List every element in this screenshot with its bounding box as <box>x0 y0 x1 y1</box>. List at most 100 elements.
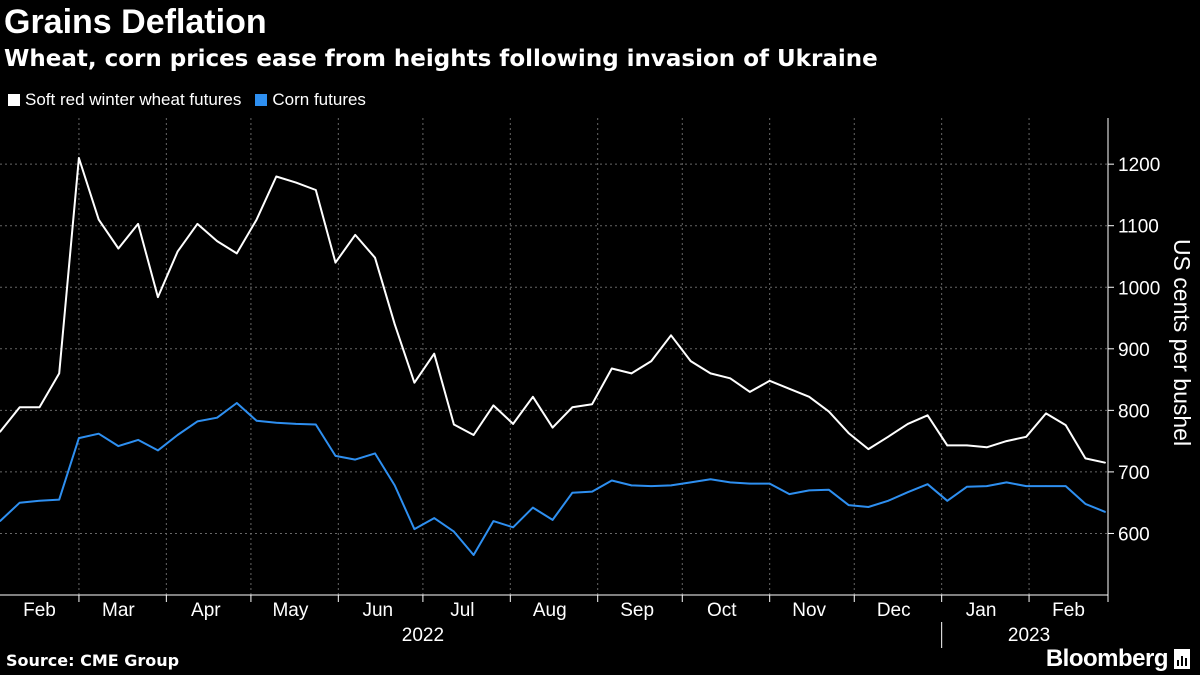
data-point-corn-54 <box>1064 485 1067 487</box>
data-point-wheat-31 <box>610 367 613 370</box>
data-point-wheat-9 <box>176 250 179 253</box>
legend-swatch-corn <box>255 94 268 106</box>
data-point-wheat-54 <box>1064 424 1067 426</box>
data-point-wheat-18 <box>354 234 357 236</box>
data-point-wheat-55 <box>1084 457 1087 460</box>
x-tick-label-3: May <box>272 600 308 621</box>
data-point-wheat-1 <box>18 406 21 409</box>
data-point-wheat-13 <box>255 218 258 221</box>
data-point-wheat-2 <box>38 406 41 409</box>
x-tick-label-10: Dec <box>877 600 911 621</box>
data-point-wheat-17 <box>334 261 337 264</box>
year-label-2022: 2022 <box>402 625 444 646</box>
legend-label-wheat: Soft red winter wheat futures <box>25 90 242 109</box>
data-point-corn-27 <box>532 506 534 509</box>
data-point-wheat-39 <box>768 380 771 382</box>
data-point-corn-47 <box>926 483 929 486</box>
bloomberg-logo: Bloomberg <box>1046 645 1190 673</box>
x-tick-label-11: Jan <box>966 600 997 621</box>
data-point-corn-30 <box>591 490 593 493</box>
data-point-wheat-27 <box>532 396 534 398</box>
data-point-wheat-28 <box>551 426 554 429</box>
data-point-corn-46 <box>907 491 909 494</box>
data-point-wheat-20 <box>393 323 396 325</box>
x-tick-label-0: Feb <box>23 600 56 621</box>
data-point-wheat-48 <box>946 444 949 447</box>
y-tick-label-1000: 1000 <box>1118 278 1160 299</box>
data-point-wheat-42 <box>828 410 830 413</box>
data-point-corn-31 <box>610 479 613 482</box>
data-point-wheat-29 <box>571 406 574 409</box>
data-point-wheat-43 <box>847 432 850 434</box>
legend-swatch-wheat <box>8 94 20 106</box>
data-point-corn-28 <box>551 519 554 521</box>
data-point-wheat-24 <box>472 434 475 436</box>
data-point-corn-25 <box>492 520 495 522</box>
data-point-corn-26 <box>512 526 514 529</box>
data-point-wheat-10 <box>196 223 199 225</box>
data-point-corn-3 <box>58 498 61 501</box>
data-point-wheat-7 <box>137 223 139 225</box>
data-point-wheat-16 <box>314 189 317 191</box>
data-point-wheat-5 <box>97 218 100 221</box>
brand-name: Bloomberg <box>1045 645 1169 672</box>
data-point-wheat-34 <box>670 334 672 337</box>
legend-label-corn: Corn futures <box>272 90 366 109</box>
data-point-wheat-14 <box>275 175 278 178</box>
data-point-corn-37 <box>729 481 732 484</box>
data-point-corn-41 <box>808 489 810 492</box>
y-axis-title: US cents per bushel <box>1169 239 1195 446</box>
data-point-wheat-0 <box>0 431 1 433</box>
data-point-corn-19 <box>374 452 376 455</box>
data-point-corn-42 <box>828 488 830 491</box>
y-tick-label-1100: 1100 <box>1118 217 1159 238</box>
data-point-corn-44 <box>867 506 870 508</box>
data-point-wheat-4 <box>78 157 80 159</box>
x-tick-label-1: Mar <box>102 600 135 621</box>
data-point-corn-9 <box>176 434 179 436</box>
data-point-corn-1 <box>18 501 21 504</box>
data-point-corn-40 <box>788 493 791 495</box>
x-tick-label-4: Jun <box>362 600 393 621</box>
data-point-wheat-37 <box>729 377 732 380</box>
data-point-corn-20 <box>393 484 396 487</box>
chart-subtitle: Wheat, corn prices ease from heights fol… <box>4 46 878 72</box>
data-point-wheat-38 <box>749 391 751 393</box>
data-point-corn-10 <box>196 420 199 423</box>
data-point-corn-12 <box>236 402 238 404</box>
x-tick-label-5: Jul <box>450 600 474 621</box>
data-point-wheat-49 <box>966 444 968 447</box>
data-point-corn-48 <box>946 500 949 502</box>
data-point-wheat-32 <box>630 372 633 375</box>
data-point-corn-11 <box>216 416 218 419</box>
data-point-wheat-41 <box>808 396 810 398</box>
y-tick-label-900: 900 <box>1118 340 1150 361</box>
data-point-corn-45 <box>887 500 889 502</box>
data-point-corn-8 <box>157 449 159 452</box>
data-point-corn-16 <box>314 423 317 426</box>
legend-item-corn: Corn futures <box>255 89 366 111</box>
data-point-wheat-45 <box>887 436 889 438</box>
data-point-wheat-8 <box>157 296 159 298</box>
data-point-wheat-19 <box>374 256 376 259</box>
data-point-corn-43 <box>847 504 850 506</box>
data-point-wheat-23 <box>453 423 455 426</box>
data-point-corn-29 <box>571 492 574 494</box>
data-point-corn-36 <box>709 478 712 481</box>
data-point-corn-34 <box>670 484 672 487</box>
data-point-wheat-15 <box>295 181 297 184</box>
data-point-corn-17 <box>334 455 337 457</box>
series-line-wheat <box>0 157 1106 464</box>
data-point-corn-13 <box>255 420 258 422</box>
data-point-wheat-22 <box>433 352 435 355</box>
source-note: Source: CME Group <box>6 651 180 670</box>
data-point-corn-22 <box>433 517 435 519</box>
data-point-wheat-46 <box>907 423 909 425</box>
x-tick-label-9: Nov <box>792 600 826 621</box>
data-point-wheat-56 <box>1104 461 1106 464</box>
data-point-corn-6 <box>117 445 120 447</box>
data-point-wheat-26 <box>512 423 514 425</box>
data-point-corn-15 <box>295 423 297 425</box>
data-point-corn-5 <box>97 432 100 435</box>
data-point-wheat-3 <box>58 372 61 375</box>
